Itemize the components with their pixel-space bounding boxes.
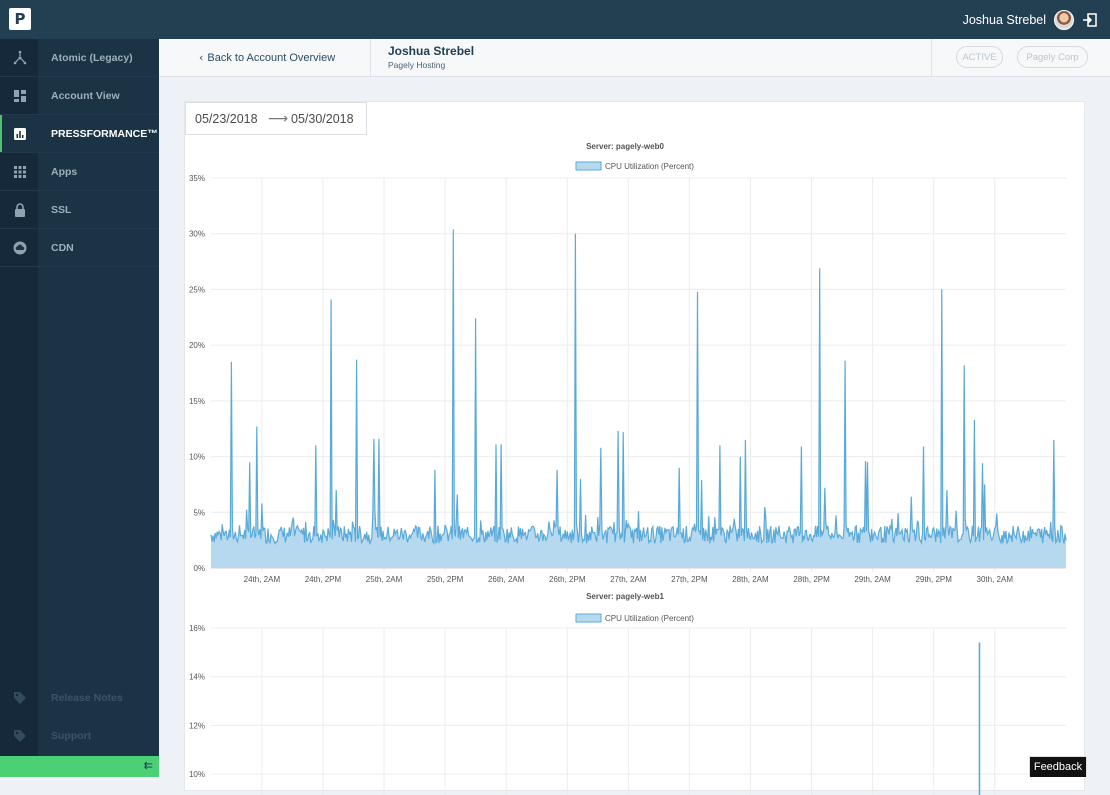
y-tick-label: 0% [193,564,205,573]
y-tick-label: 14% [189,673,205,682]
x-tick-label: 27th, 2AM [610,575,647,584]
x-tick-label: 24th, 2AM [244,575,281,584]
sidebar-item-label: SSL [51,203,72,216]
y-tick-label: 15% [189,397,205,406]
logout-icon[interactable] [1082,12,1098,28]
divider [370,39,371,77]
chart-title: Server: pagely-web1 [586,592,664,601]
sidebar-item-label: Support [51,730,92,742]
chart-title: Server: pagely-web0 [586,142,664,151]
legend-swatch [575,161,602,171]
x-tick-label: 30th, 2AM [977,575,1014,584]
lock-icon [15,203,25,217]
x-tick-label: 27th, 2PM [671,575,708,584]
avatar[interactable] [1054,9,1074,30]
y-tick-label: 10% [189,770,205,779]
grid-icon [14,166,26,178]
account-name: Joshua Strebel [388,44,475,58]
tag-icon [14,692,26,704]
x-tick-label: 28th, 2PM [793,575,830,584]
sidebar-icon-rail [0,39,38,777]
logo-letter: P [14,9,26,28]
tag-icon [14,730,26,742]
y-tick-label: 20% [189,341,205,350]
sidebar-item-label: Account View [51,89,120,102]
y-tick-label: 16% [189,624,205,633]
legend-label: CPU Utilization (Percent) [605,614,694,623]
sidebar-item-ssl[interactable]: SSL [0,191,159,229]
collapse-arrow-icon: ⇇ [143,759,153,772]
x-tick-label: 24th, 2PM [305,575,342,584]
x-tick-label: 25th, 2PM [427,575,464,584]
y-tick-label: 12% [189,721,205,730]
sidebar-item-account-view[interactable]: Account View [0,77,159,115]
sidebar-item-label: PRESSFORMANCE™ [51,127,158,140]
dashboard-icon [14,90,26,102]
sidebar-item-label: Apps [51,165,78,178]
sidebar-item-pressformance[interactable]: PRESSFORMANCE™ [0,115,159,153]
end-date[interactable]: 05/30/2018 [291,111,354,126]
status-badge: ACTIVE [956,46,1003,68]
date-range-picker[interactable]: 05/23/2018 ⟶ 05/30/2018 [185,102,367,135]
divider [931,39,932,77]
start-date[interactable]: 05/23/2018 [195,111,258,126]
bar-chart-icon [14,128,26,140]
top-bar: P Joshua Strebel [0,0,1110,39]
feedback-button[interactable]: Feedback [1029,756,1087,777]
chart-pagely-web0: Server: pagely-web0 CPU Utilization (Perc… [189,142,1067,584]
back-link-label: Back to Account Overview [207,52,336,64]
sidebar-item-label: Release Notes [51,692,123,704]
cloud-icon [13,241,27,255]
y-tick-label: 25% [189,285,205,294]
company-badge[interactable]: Pagely Corp [1017,46,1088,68]
y-tick-label: 35% [189,174,205,183]
x-tick-label: 28th, 2AM [732,575,769,584]
sidebar-item-support[interactable]: Support [0,717,159,755]
sidebar-item-apps[interactable]: Apps [0,153,159,191]
account-subtitle: Pagely Hosting [388,60,446,70]
legend-swatch [575,613,602,623]
x-tick-label: 25th, 2AM [366,575,403,584]
active-indicator [0,115,2,152]
x-tick-label: 26th, 2PM [549,575,586,584]
sidebar-item-label: Atomic (Legacy) [51,51,133,64]
user-name: Joshua Strebel [962,12,1046,27]
sidebar-collapse-button[interactable]: ⇇ [0,756,159,777]
pagely-logo[interactable]: P [9,8,31,30]
y-tick-label: 10% [189,453,205,462]
series-line [210,229,1067,546]
sidebar: Atomic (Legacy) Account View PRESSFORMAN… [0,39,159,777]
x-tick-label: 26th, 2AM [488,575,525,584]
legend-label: CPU Utilization (Percent) [605,162,694,171]
sidebar-item-release-notes[interactable]: Release Notes [0,679,159,717]
arrow-right-icon: ⟶ [268,110,289,127]
sidebar-item-cdn[interactable]: CDN [0,229,159,267]
chart-pagely-web1: Server: pagely-web1 CPU Utilization (Perc… [189,592,1066,795]
back-link[interactable]: ‹ Back to Account Overview [199,51,335,64]
x-tick-label: 29th, 2PM [915,575,952,584]
user-menu[interactable]: Joshua Strebel [963,0,1098,39]
sidebar-item-label: CDN [51,241,74,254]
y-tick-label: 30% [189,230,205,239]
y-tick-label: 5% [193,508,205,517]
x-tick-label: 29th, 2AM [854,575,891,584]
sidebar-item-atomic[interactable]: Atomic (Legacy) [0,39,159,77]
metrics-card: 05/23/2018 ⟶ 05/30/2018 Server: pagely-w… [184,101,1085,795]
atom-icon [13,50,27,65]
account-header: ‹ Back to Account Overview Joshua Strebel… [159,39,1110,77]
chevron-left-icon: ‹ [199,51,204,64]
